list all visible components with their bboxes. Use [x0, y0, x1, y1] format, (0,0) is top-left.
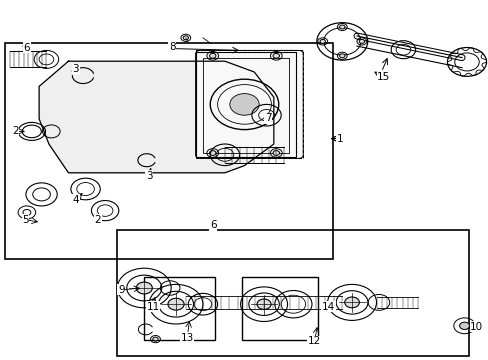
Text: 15: 15 — [376, 72, 390, 82]
Text: 4: 4 — [72, 195, 79, 205]
Text: 8: 8 — [168, 42, 175, 52]
Circle shape — [319, 40, 325, 44]
Text: 5: 5 — [22, 215, 29, 225]
Circle shape — [152, 337, 158, 341]
Text: 6: 6 — [23, 42, 30, 53]
Text: 7: 7 — [264, 113, 271, 123]
Polygon shape — [39, 61, 273, 173]
Polygon shape — [195, 50, 303, 158]
Circle shape — [209, 53, 216, 58]
Circle shape — [168, 298, 183, 310]
FancyBboxPatch shape — [195, 50, 303, 158]
Bar — [5, 43, 332, 259]
Text: 13: 13 — [180, 333, 194, 343]
Text: 10: 10 — [469, 322, 482, 332]
Circle shape — [209, 150, 216, 156]
Text: 6: 6 — [209, 220, 216, 230]
Circle shape — [272, 53, 279, 58]
Text: 9: 9 — [118, 285, 124, 295]
Text: 1: 1 — [336, 134, 343, 144]
Circle shape — [344, 297, 359, 308]
Circle shape — [136, 282, 152, 294]
Circle shape — [272, 150, 279, 156]
Bar — [195, 52, 295, 157]
Bar — [144, 277, 215, 340]
Circle shape — [229, 94, 259, 115]
Circle shape — [339, 54, 345, 58]
Text: 11: 11 — [146, 302, 160, 312]
Text: 3: 3 — [72, 64, 79, 74]
Bar — [117, 230, 468, 356]
Bar — [203, 58, 288, 153]
Text: 12: 12 — [307, 336, 321, 346]
Circle shape — [358, 40, 364, 44]
Text: 2: 2 — [12, 126, 19, 136]
Circle shape — [257, 299, 270, 309]
Circle shape — [339, 25, 345, 29]
Text: 3: 3 — [145, 171, 152, 181]
Bar — [242, 277, 317, 340]
Text: 2: 2 — [94, 215, 101, 225]
Text: 14: 14 — [321, 302, 335, 312]
Circle shape — [183, 36, 188, 40]
Circle shape — [459, 322, 468, 329]
